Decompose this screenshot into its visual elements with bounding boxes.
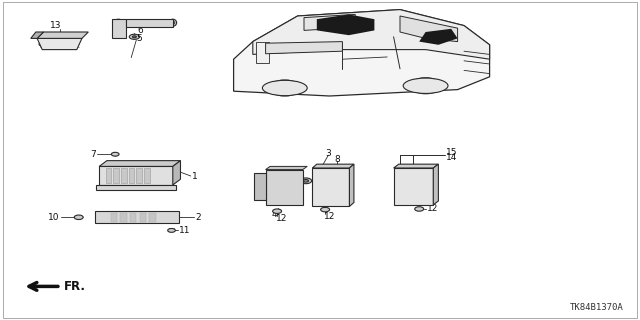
Ellipse shape (403, 78, 448, 93)
Polygon shape (394, 168, 433, 205)
Polygon shape (173, 161, 180, 185)
Text: 11: 11 (179, 226, 191, 235)
Circle shape (269, 80, 301, 96)
Text: 7: 7 (90, 150, 96, 159)
Circle shape (418, 82, 433, 90)
Text: FR.: FR. (64, 280, 86, 293)
Text: 6: 6 (138, 26, 143, 35)
Polygon shape (136, 168, 142, 183)
Polygon shape (37, 32, 88, 38)
Circle shape (321, 207, 330, 212)
Polygon shape (266, 42, 342, 54)
Text: 12: 12 (324, 212, 335, 221)
Circle shape (116, 28, 121, 30)
Polygon shape (234, 10, 490, 96)
Text: 8: 8 (335, 155, 340, 164)
Circle shape (274, 199, 283, 204)
Circle shape (42, 43, 45, 45)
Polygon shape (312, 168, 349, 206)
Polygon shape (106, 168, 111, 183)
Polygon shape (419, 29, 458, 45)
Polygon shape (121, 168, 127, 183)
Ellipse shape (171, 21, 175, 24)
Polygon shape (304, 14, 355, 30)
Polygon shape (99, 166, 173, 185)
Polygon shape (112, 19, 126, 38)
Ellipse shape (262, 80, 307, 96)
Circle shape (39, 42, 48, 46)
Circle shape (161, 214, 174, 220)
Polygon shape (317, 14, 374, 35)
Polygon shape (99, 161, 180, 166)
Circle shape (277, 84, 292, 92)
Circle shape (105, 185, 113, 189)
Polygon shape (144, 168, 150, 183)
Circle shape (100, 214, 113, 220)
Circle shape (74, 215, 83, 220)
Polygon shape (312, 164, 354, 168)
Text: 15: 15 (446, 148, 458, 157)
Circle shape (287, 199, 296, 204)
Polygon shape (149, 213, 156, 222)
Circle shape (129, 34, 140, 39)
Polygon shape (126, 19, 173, 27)
Text: 12: 12 (276, 214, 287, 223)
Polygon shape (400, 16, 458, 42)
Polygon shape (349, 164, 354, 206)
Circle shape (303, 180, 308, 182)
Polygon shape (31, 32, 44, 38)
Ellipse shape (169, 19, 177, 26)
Circle shape (115, 19, 122, 22)
Text: 5: 5 (136, 34, 142, 43)
Polygon shape (120, 213, 127, 222)
Text: 10: 10 (48, 213, 60, 222)
Polygon shape (266, 166, 307, 170)
Circle shape (113, 26, 124, 31)
Text: 9: 9 (286, 176, 292, 185)
Polygon shape (37, 38, 82, 50)
Text: 4: 4 (272, 210, 278, 219)
Circle shape (132, 36, 136, 38)
Polygon shape (254, 173, 266, 200)
Text: 12: 12 (427, 204, 438, 213)
Polygon shape (96, 185, 176, 190)
Text: 1: 1 (192, 172, 198, 180)
Polygon shape (129, 168, 134, 183)
Polygon shape (111, 213, 117, 222)
Polygon shape (140, 213, 146, 222)
Text: 3: 3 (325, 149, 331, 158)
Text: 2: 2 (195, 213, 201, 222)
Circle shape (103, 216, 109, 219)
Polygon shape (130, 213, 136, 222)
Polygon shape (253, 10, 490, 59)
Circle shape (111, 152, 119, 156)
Circle shape (164, 216, 171, 219)
Text: 13: 13 (50, 21, 61, 30)
Polygon shape (394, 164, 438, 168)
Bar (256, 42, 269, 63)
Circle shape (415, 207, 424, 211)
Circle shape (168, 228, 175, 232)
Text: 14: 14 (446, 153, 458, 162)
Polygon shape (95, 211, 179, 223)
Circle shape (300, 178, 312, 184)
Polygon shape (433, 164, 438, 205)
Circle shape (410, 78, 442, 94)
Text: TK84B1370A: TK84B1370A (570, 303, 624, 312)
Polygon shape (113, 168, 119, 183)
Circle shape (159, 185, 167, 189)
Circle shape (273, 209, 282, 213)
Polygon shape (266, 170, 303, 205)
